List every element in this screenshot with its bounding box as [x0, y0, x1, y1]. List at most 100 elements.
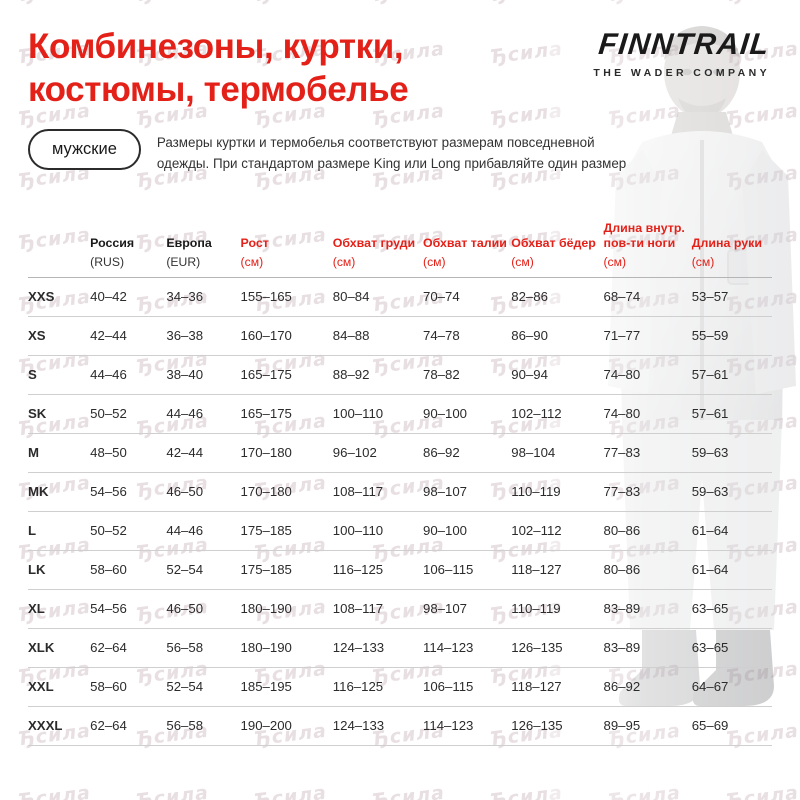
subtitle-row: мужские Размеры куртки и термобелья соот…	[28, 129, 772, 175]
cell-russia: 44–46	[90, 354, 167, 395]
cell-inseam: 74–80	[603, 393, 692, 434]
column-header-hip: Обхват бёдер (см)	[511, 189, 603, 277]
cell-chest: 96–102	[332, 432, 424, 473]
cell-arm: 57–61	[691, 354, 772, 395]
size-table: Россия (RUS) Европа (EUR) Рост (см) Обхв…	[28, 189, 772, 746]
cell-height: 155–165	[240, 276, 333, 317]
cell-size: MK	[28, 471, 91, 512]
cell-hip: 118–127	[511, 549, 604, 590]
table-row: LK 58–60 52–54 175–185 116–125 106–115 118–127…	[28, 549, 772, 590]
cell-hip: 110–119	[511, 588, 604, 629]
cell-size: XL	[28, 588, 91, 629]
cell-arm: 61–64	[691, 549, 772, 590]
cell-chest: 100–110	[332, 510, 424, 551]
size-table-body: XXS 40–42 34–36 155–165 80–84 70–74 82–86 68–74…	[28, 276, 772, 746]
column-header-waist-unit: (см)	[423, 254, 446, 269]
cell-inseam: 71–77	[603, 315, 692, 356]
table-row: XXL 58–60 52–54 185–195 116–125 106–115 118–12…	[28, 666, 772, 707]
cell-chest: 124–133	[332, 705, 424, 746]
cell-height: 160–170	[240, 315, 333, 356]
cell-waist: 90–100	[423, 510, 512, 551]
brand-logo: FINNTRAIL THE WADER COMPANY	[593, 26, 772, 79]
cell-size: XXL	[28, 666, 91, 707]
cell-waist: 106–115	[423, 666, 512, 707]
page-title: Комбинезоны, куртки, костюмы, термобелье	[28, 26, 409, 111]
cell-inseam: 89–95	[603, 705, 692, 746]
cell-russia: 50–52	[90, 393, 167, 434]
cell-inseam: 80–86	[603, 510, 692, 551]
column-header-europe: Европа (EUR)	[166, 189, 240, 277]
cell-arm: 61–64	[691, 510, 772, 551]
cell-inseam: 68–74	[603, 276, 692, 317]
cell-russia: 40–42	[90, 276, 167, 317]
cell-waist: 86–92	[423, 432, 512, 473]
cell-europe: 38–40	[166, 354, 241, 395]
cell-height: 170–180	[240, 471, 333, 512]
cell-europe: 46–50	[166, 588, 241, 629]
cell-arm: 55–59	[691, 315, 772, 356]
cell-russia: 58–60	[90, 666, 167, 707]
cell-europe: 36–38	[166, 315, 241, 356]
cell-waist: 114–123	[423, 627, 512, 668]
cell-arm: 64–67	[691, 666, 772, 707]
table-row: XS 42–44 36–38 160–170 84–88 74–78 86–90 71–77 5…	[28, 315, 772, 356]
cell-chest: 124–133	[332, 627, 424, 668]
cell-size: LK	[28, 549, 91, 590]
column-header-hip-unit: (см)	[511, 254, 534, 269]
size-table-head: Россия (RUS) Европа (EUR) Рост (см) Обхв…	[28, 189, 772, 277]
cell-hip: 118–127	[511, 666, 604, 707]
cell-height: 175–185	[240, 549, 333, 590]
page-title-line-2: костюмы, термобелье	[28, 69, 409, 109]
cell-russia: 42–44	[90, 315, 167, 356]
cell-inseam: 77–83	[603, 432, 692, 473]
size-table-header-row: Россия (RUS) Европа (EUR) Рост (см) Обхв…	[28, 189, 772, 277]
cell-russia: 62–64	[90, 627, 167, 668]
cell-europe: 52–54	[166, 549, 241, 590]
column-header-arm: Длина руки (см)	[692, 189, 772, 277]
cell-europe: 56–58	[166, 627, 241, 668]
cell-arm: 57–61	[691, 393, 772, 434]
column-header-chest-unit: (см)	[332, 254, 356, 269]
size-note-line-2: одежды. При стандартом размере King или …	[156, 156, 627, 172]
size-note-line-1: Размеры куртки и термобелья соответствую…	[156, 135, 595, 151]
column-header-height: Рост (см)	[241, 189, 333, 277]
cell-height: 165–175	[240, 393, 333, 434]
cell-russia: 54–56	[90, 471, 167, 512]
cell-size: L	[28, 510, 91, 551]
cell-size: SK	[28, 393, 91, 434]
column-header-inseam-unit: (см)	[603, 254, 627, 269]
cell-height: 180–190	[240, 627, 333, 668]
column-header-russia: Россия (RUS)	[90, 189, 166, 277]
column-header-chest: Обхват груди (см)	[333, 189, 423, 277]
cell-inseam: 74–80	[603, 354, 692, 395]
cell-waist: 98–107	[423, 588, 512, 629]
cell-europe: 52–54	[166, 666, 241, 707]
column-header-arm-title: Длина руки	[691, 236, 762, 251]
column-header-hip-title: Обхват бёдер	[511, 236, 596, 251]
cell-inseam: 77–83	[603, 471, 692, 512]
cell-arm: 63–65	[691, 588, 772, 629]
cell-hip: 86–90	[511, 315, 604, 356]
cell-size: XXS	[28, 276, 91, 317]
cell-europe: 34–36	[166, 276, 241, 317]
cell-europe: 44–46	[166, 510, 241, 551]
cell-hip: 102–112	[511, 510, 604, 551]
cell-height: 175–185	[240, 510, 333, 551]
column-header-inseam-title: Длина внутр. пов-ти ноги	[603, 220, 685, 251]
cell-inseam: 80–86	[603, 549, 692, 590]
table-row: XXXL 62–64 56–58 190–200 124–133 114–123 126–1…	[28, 705, 772, 746]
column-header-height-unit: (см)	[240, 254, 264, 269]
cell-height: 190–200	[240, 705, 333, 746]
table-row: M 48–50 42–44 170–180 96–102 86–92 98–104 77–83…	[28, 432, 772, 473]
cell-russia: 62–64	[90, 705, 167, 746]
table-row: S 44–46 38–40 165–175 88–92 78–82 90–94 74–80 57…	[28, 354, 772, 395]
cell-waist: 78–82	[423, 354, 512, 395]
table-row: L 50–52 44–46 175–185 100–110 90–100 102–112 80…	[28, 510, 772, 551]
gender-filter-pill[interactable]: мужские	[28, 129, 141, 171]
cell-arm: 53–57	[691, 276, 772, 317]
cell-waist: 70–74	[423, 276, 512, 317]
cell-waist: 114–123	[423, 705, 512, 746]
cell-arm: 59–63	[691, 432, 772, 473]
cell-russia: 58–60	[90, 549, 167, 590]
cell-chest: 108–117	[332, 471, 424, 512]
